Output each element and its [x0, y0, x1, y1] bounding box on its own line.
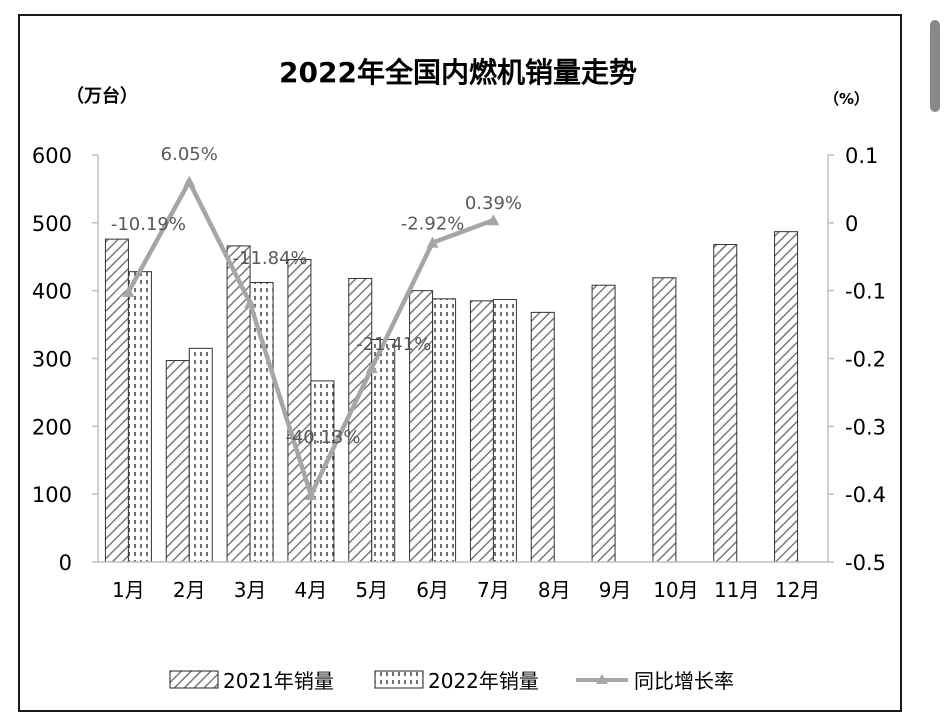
- growth-rate-point-3: [244, 297, 257, 309]
- bars-layer: [104, 231, 799, 563]
- growth-rate-point-2: [183, 175, 196, 187]
- x-tick-label: 4月: [295, 578, 328, 602]
- y-tick-label: 500: [32, 212, 72, 236]
- growth-rate-point-4: [304, 489, 317, 501]
- growth-rate-point-6: [426, 236, 439, 248]
- bar-2021-8: [530, 311, 555, 563]
- x-tick-label: 9月: [599, 578, 632, 602]
- growth-rate-point-1: [122, 285, 135, 297]
- bar-2021-10: [652, 277, 677, 563]
- y-tick-label: 300: [32, 348, 72, 372]
- bar-2022-6: [432, 298, 457, 563]
- y-tick-label: 400: [32, 280, 72, 304]
- right-axis-unit: （%）: [824, 90, 869, 108]
- y2-tick-label: -0.4: [845, 483, 886, 507]
- x-tick-label: 3月: [234, 578, 267, 602]
- y2-tick-label: -0.5: [845, 551, 886, 575]
- y2-tick-label: 0.1: [845, 144, 878, 168]
- x-tick-label: 8月: [538, 578, 571, 602]
- bar-2021-11: [713, 244, 738, 563]
- growth-rate-label: -21.41%: [356, 334, 431, 355]
- growth-line-layer: -10.19% 6.05% -11.84% -40.13% -21.41% -2.92%0…: [111, 144, 522, 501]
- bar-2021-5: [348, 277, 373, 563]
- bar-2021-7: [469, 300, 494, 563]
- y2-tick-label: -0.2: [845, 348, 886, 372]
- bar-2021-1: [104, 238, 129, 563]
- y-tick-label: 0: [59, 551, 72, 575]
- legend-label-2022: 2022年销量: [428, 669, 539, 693]
- y-tick-label: 200: [32, 415, 72, 439]
- legend-swatch-growth-marker: [596, 674, 608, 684]
- bar-2022-3: [249, 282, 274, 563]
- y2-tick-label: -0.1: [845, 280, 886, 304]
- bar-2022-2: [188, 347, 213, 563]
- x-tick-label: 12月: [775, 578, 820, 602]
- x-tick-label: 5月: [355, 578, 388, 602]
- y-tick-label: 600: [32, 144, 72, 168]
- growth-rate-label: -10.19%: [111, 214, 186, 235]
- y2-tick-label: 0: [845, 212, 858, 236]
- x-tick-label: 10月: [653, 578, 698, 602]
- bar-2021-4: [287, 258, 312, 563]
- growth-rate-point-7: [487, 214, 500, 226]
- x-tick-label: 6月: [416, 578, 449, 602]
- legend-swatch-2021: [169, 670, 219, 689]
- bar-2021-9: [591, 284, 616, 563]
- y-tick-label: 100: [32, 483, 72, 507]
- legend: 2021年销量 2022年销量 同比增长率: [169, 669, 734, 693]
- chart-frame: [18, 14, 902, 712]
- bar-2022-7: [492, 298, 517, 563]
- chart-title: 2022年全国内燃机销量走势: [279, 56, 637, 89]
- x-tick-label: 11月: [714, 578, 759, 602]
- x-tick-label: 2月: [173, 578, 206, 602]
- axes-layer: 0 100 200 300 400 500 600 -0.5 -0.4 -0.3 -0.2 -0.1 0…: [32, 144, 886, 602]
- bar-2021-2: [165, 360, 190, 563]
- bar-2022-1: [127, 271, 152, 563]
- scrollbar[interactable]: [930, 20, 940, 112]
- growth-rate-point-5: [365, 362, 378, 374]
- x-tick-label: 7月: [477, 578, 510, 602]
- growth-rate-label: -2.92%: [401, 214, 465, 235]
- x-tick-label: 1月: [112, 578, 145, 602]
- growth-rate-label: 6.05%: [161, 144, 218, 165]
- growth-rate-label: -40.13%: [285, 427, 360, 448]
- y2-tick-label: -0.3: [845, 415, 886, 439]
- bar-2021-12: [774, 231, 799, 563]
- growth-rate-label: -11.84%: [233, 248, 308, 269]
- left-axis-unit: （万台）: [66, 85, 138, 107]
- legend-label-2021: 2021年销量: [223, 669, 334, 693]
- legend-swatch-2022: [374, 670, 424, 689]
- growth-rate-label: 0.39%: [465, 193, 522, 214]
- legend-label-growth: 同比增长率: [634, 669, 734, 693]
- bar-2021-6: [409, 290, 434, 563]
